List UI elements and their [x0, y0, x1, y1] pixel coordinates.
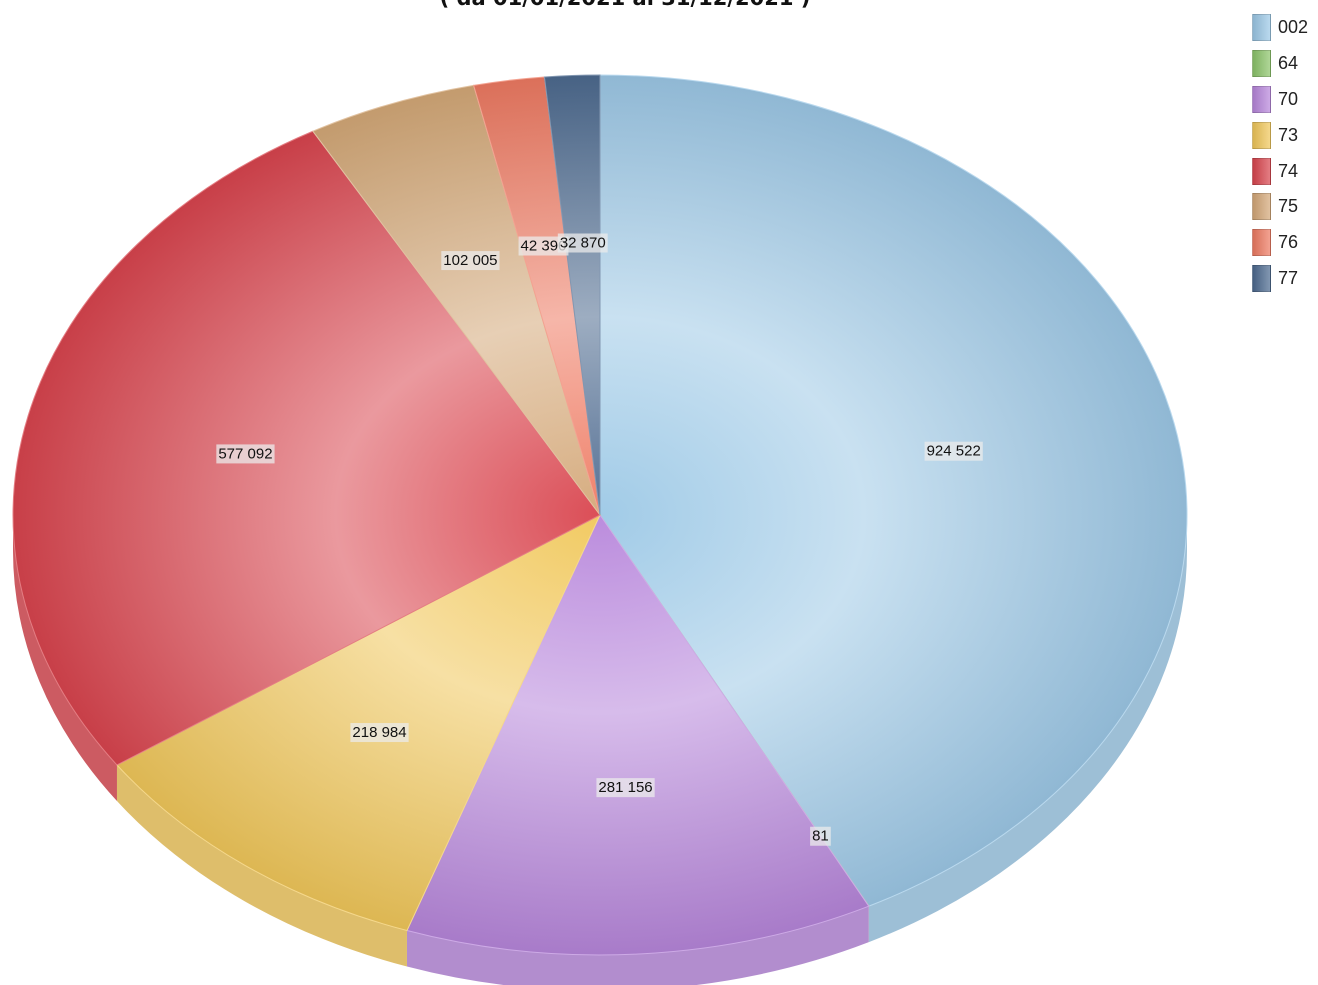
- legend-item-70[interactable]: 70: [1252, 82, 1308, 118]
- legend-swatch: [1252, 193, 1271, 221]
- svg-text:924 522: 924 522: [927, 443, 981, 460]
- data-label-64: 81: [810, 826, 831, 846]
- legend-item-75[interactable]: 75: [1252, 189, 1308, 225]
- slice-side-70: [406, 906, 869, 985]
- legend-item-76[interactable]: 76: [1252, 225, 1308, 261]
- legend-swatch: [1252, 14, 1271, 42]
- legend-swatch: [1252, 50, 1271, 78]
- data-label-76: 42 390: [518, 236, 569, 256]
- svg-text:577 092: 577 092: [218, 445, 272, 462]
- legend-item-002[interactable]: 002: [1252, 10, 1308, 46]
- slice-70[interactable]: [406, 513, 870, 956]
- data-label-75: 102 005: [441, 251, 500, 271]
- legend-label: 64: [1278, 53, 1299, 74]
- legend-label: 74: [1278, 160, 1299, 181]
- data-label-73: 218 984: [350, 723, 409, 743]
- slice-73[interactable]: [116, 513, 602, 932]
- pie-chart: 924 522 81 281 156 218 984 577 092 102 005 42 …: [12, 74, 1188, 985]
- data-label-70: 281 156: [596, 778, 655, 798]
- slice-side-73: [116, 765, 407, 967]
- slice-77[interactable]: [543, 74, 601, 516]
- svg-text:218 984: 218 984: [352, 724, 406, 741]
- legend-swatch: [1252, 121, 1271, 149]
- data-label-002: 924 522: [924, 441, 983, 461]
- legend: 002 64 70 73 74 75 76 77: [1252, 10, 1308, 296]
- svg-text:81: 81: [812, 828, 829, 845]
- slice-side-74: [13, 515, 117, 802]
- legend-label: 77: [1278, 267, 1299, 288]
- legend-swatch: [1252, 229, 1271, 257]
- legend-swatch: [1252, 157, 1271, 185]
- legend-item-77[interactable]: 77: [1252, 261, 1308, 297]
- legend-label: 75: [1278, 196, 1299, 217]
- legend-label: 76: [1278, 232, 1299, 253]
- legend-label: 73: [1278, 124, 1299, 145]
- legend-item-73[interactable]: 73: [1252, 117, 1308, 153]
- svg-text:42 390: 42 390: [521, 238, 567, 255]
- chart-subtitle: ( da 01/01/2021 al 31/12/2021 ): [0, 0, 1250, 10]
- svg-text:102 005: 102 005: [443, 252, 497, 269]
- legend-label: 002: [1278, 17, 1309, 38]
- slice-side-002: [868, 515, 1187, 943]
- slice-74[interactable]: [12, 130, 601, 766]
- legend-swatch: [1252, 85, 1271, 113]
- svg-text:281 156: 281 156: [598, 779, 652, 796]
- slice-75[interactable]: [312, 84, 601, 516]
- data-label-74: 577 092: [216, 444, 275, 464]
- data-label-77: 32 870: [557, 233, 608, 253]
- legend-item-64[interactable]: 64: [1252, 46, 1308, 82]
- legend-swatch: [1252, 264, 1271, 292]
- svg-text:32 870: 32 870: [560, 235, 606, 252]
- legend-label: 70: [1278, 88, 1299, 109]
- legend-item-74[interactable]: 74: [1252, 153, 1308, 189]
- slice-002[interactable]: [599, 74, 1188, 907]
